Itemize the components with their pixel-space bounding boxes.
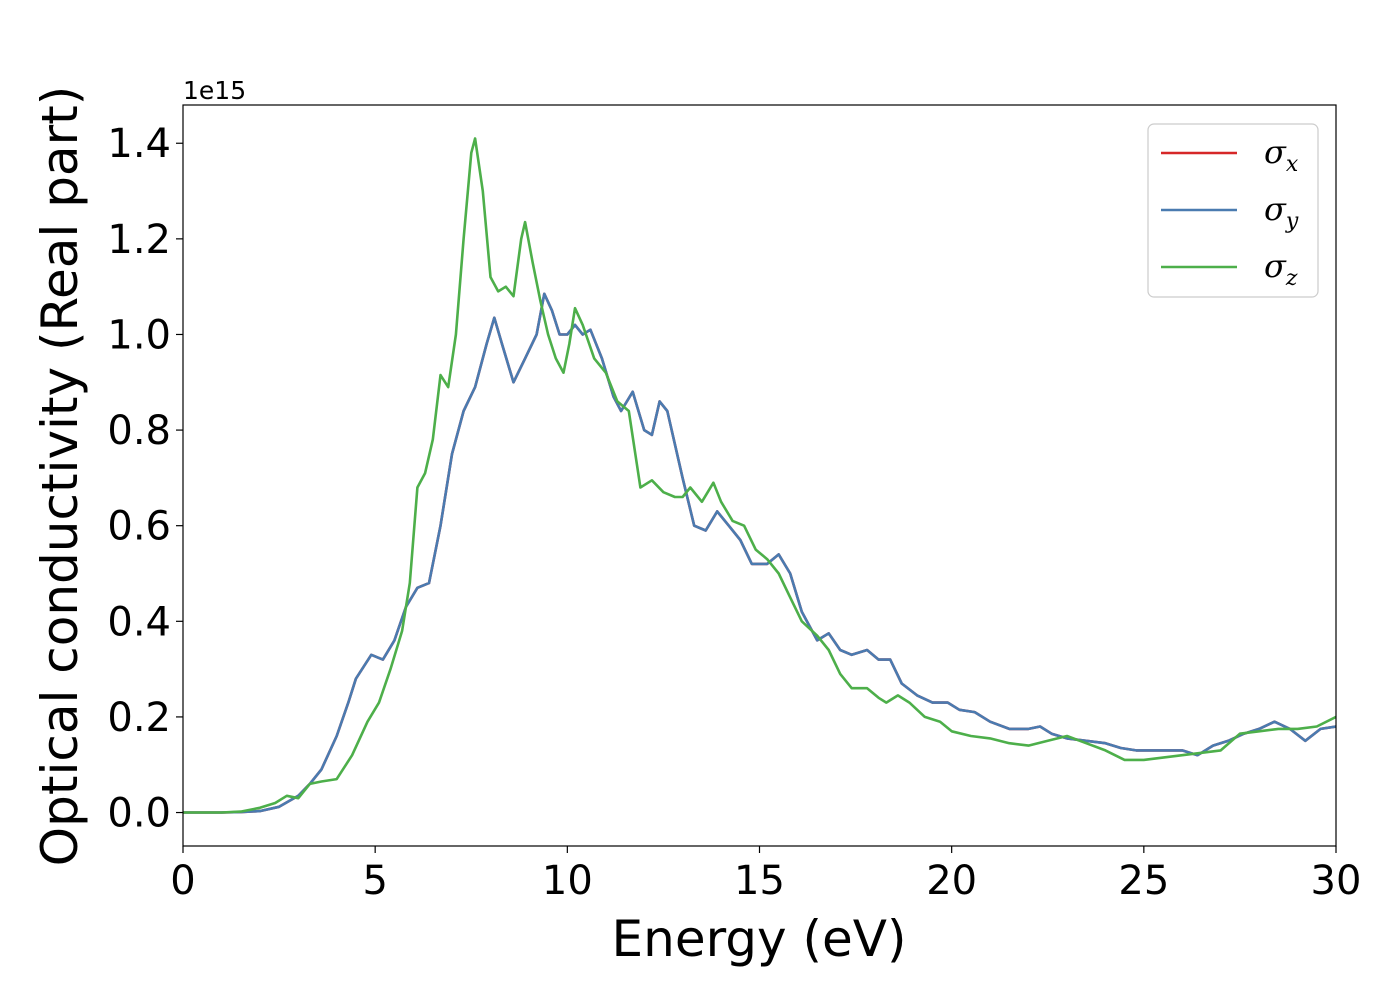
x-tick-label: 30: [1311, 858, 1362, 904]
series-line-sigma-z: [183, 137, 1336, 814]
y-tick-label: 0.8: [107, 408, 171, 454]
x-tick-label: 20: [926, 858, 977, 904]
series-line-sigma-y: [183, 292, 1336, 814]
x-tick-label: 10: [542, 858, 593, 904]
y-tick-label: 1.0: [107, 312, 171, 358]
legend-label-sigma-x: σx: [1264, 133, 1299, 177]
y-offset-label: 1e15: [183, 76, 246, 105]
x-axis-ticks: 0 5 10 15 20 25 30: [170, 846, 1361, 904]
x-tick-label: 0: [170, 858, 195, 904]
legend-label-sigma-z: σz: [1264, 247, 1298, 291]
x-axis-label: Energy (eV): [612, 910, 907, 968]
x-tick-label: 25: [1118, 858, 1169, 904]
y-axis-ticks: 0.0 0.2 0.4 0.6 0.8 1.0 1.2 1.4: [107, 121, 183, 837]
y-tick-label: 1.4: [107, 121, 171, 167]
y-tick-label: 0.0: [107, 791, 171, 837]
y-tick-label: 1.2: [107, 217, 171, 263]
legend: σx σy σz: [1147, 123, 1319, 298]
y-tick-label: 0.4: [107, 599, 171, 645]
x-tick-label: 15: [734, 858, 785, 904]
y-tick-label: 0.2: [107, 695, 171, 741]
series-layer: [183, 137, 1336, 814]
legend-label-sigma-y: σy: [1264, 190, 1299, 234]
y-axis-label: Optical conductivity (Real part): [31, 86, 89, 867]
x-tick-label: 5: [362, 858, 387, 904]
y-tick-label: 0.6: [107, 504, 171, 550]
